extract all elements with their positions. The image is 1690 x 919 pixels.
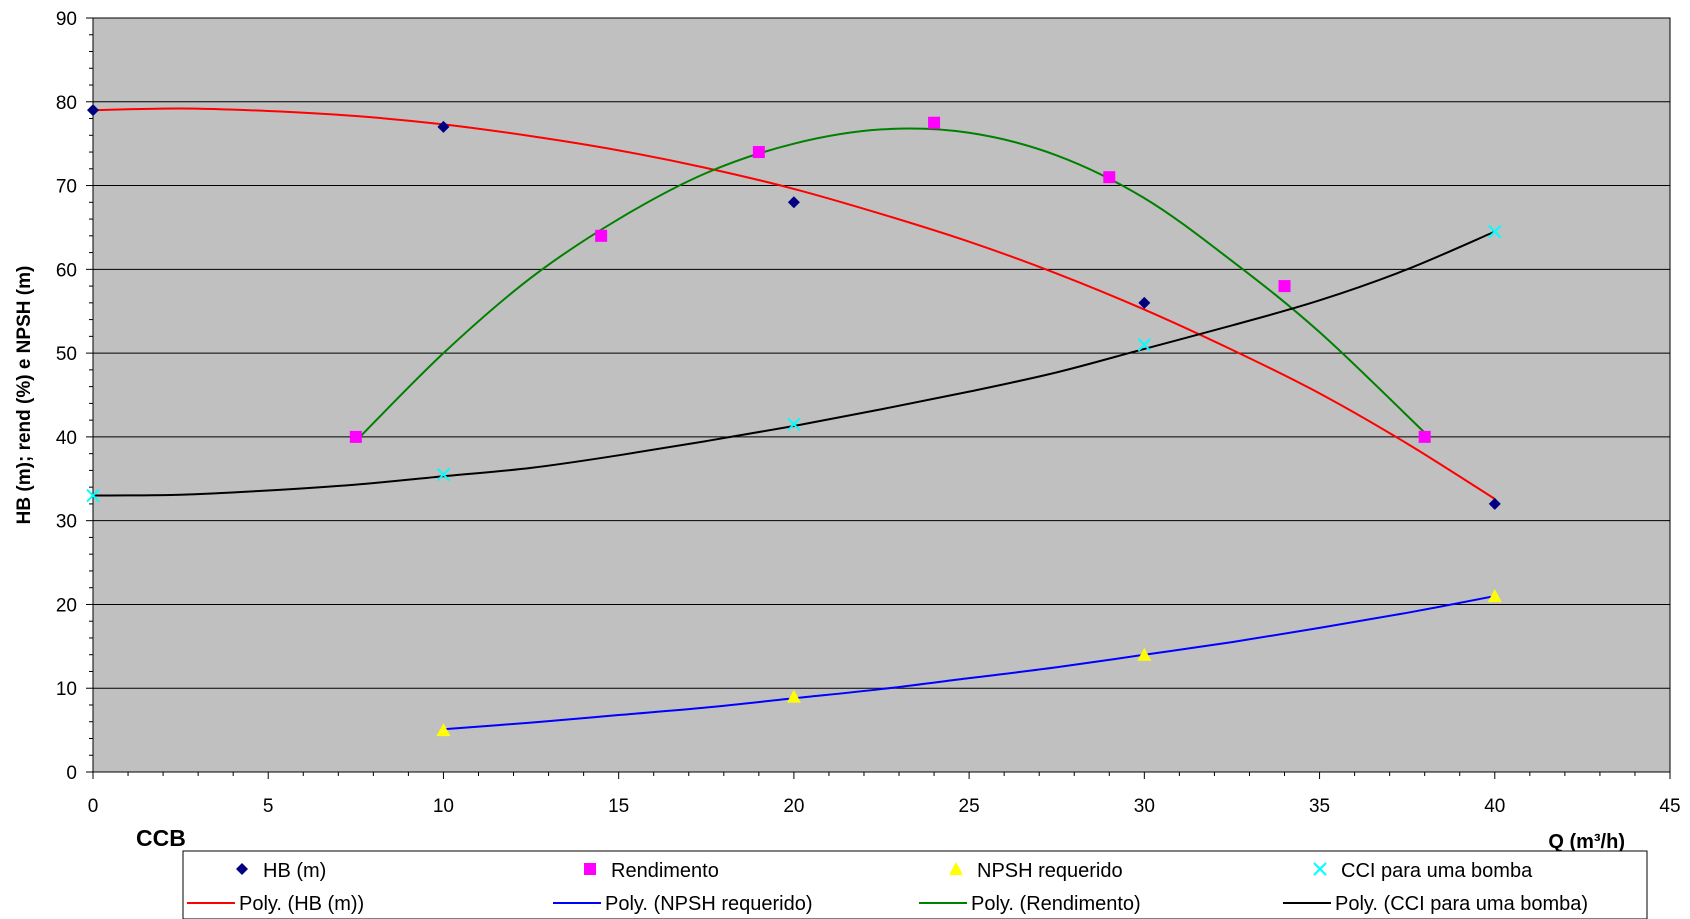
legend-box [182,850,1648,919]
y-tick-label: 50 [56,344,77,365]
x-tick-label: 40 [1484,796,1505,817]
legend-label: NPSH requerido [977,860,1123,882]
x-tick-label: 10 [433,796,454,817]
data-point-x [1488,224,1502,239]
trendline-poly-rendimento [355,127,1426,442]
legend-marker [236,863,248,875]
data-point-square [752,146,765,159]
data-point-square [1103,171,1116,184]
data-point-diamond [437,120,450,133]
y-tick-label: 30 [56,512,77,533]
data-point-x [787,417,801,432]
x-axis-title: Q (m³/h) [1548,831,1625,853]
data-point-square [349,430,362,443]
y-tick-label: 70 [56,177,77,198]
corner-label: CCB [136,825,186,851]
x-tick-label: 0 [88,796,99,817]
y-tick-label: 80 [56,93,77,114]
legend-label: Poly. (Rendimento) [971,893,1141,915]
x-tick-label: 20 [783,796,804,817]
data-point-x [1137,338,1152,352]
legend-label: Poly. (CCI para uma bomba) [1335,893,1588,915]
data-point-square [595,229,608,242]
legend-label: Rendimento [611,860,719,882]
data-point-diamond [1488,497,1501,510]
y-tick-label: 90 [56,9,77,30]
x-tick-label: 5 [263,796,274,817]
x-tick-label: 25 [959,796,980,817]
data-point-triangle [786,689,801,703]
y-axis-title: HB (m); rend (%) e NPSH (m) [14,266,35,525]
data-point-triangle [1487,589,1502,603]
y-tick-label: 60 [56,260,77,281]
data-point-x [436,467,451,482]
y-tick-label: 0 [66,763,77,784]
plot-area [92,17,1671,773]
x-tick-label: 30 [1134,796,1155,817]
data-point-diamond [787,196,800,209]
axes [86,17,1671,779]
y-tick-label: 20 [56,595,77,616]
data-point-square [928,116,941,129]
x-tick-label: 15 [608,796,629,817]
legend-label: Poly. (NPSH requerido) [605,893,812,915]
legend-marker [584,863,596,875]
legend-marker [949,862,963,875]
y-tick-label: 10 [56,679,77,700]
data-points [86,104,1502,737]
legend-label: CCI para uma bomba [1341,860,1533,882]
x-tick-label: 35 [1309,796,1330,817]
data-point-x [86,488,100,503]
y-tick-label: 40 [56,428,77,449]
trendline-poly-hb-m [92,107,1496,500]
legend: HB (m) Rendimento NPSH requerido CCI para u… [182,850,1648,919]
data-point-triangle [1137,647,1152,661]
legend-label: Poly. (HB (m)) [239,893,364,915]
tick-labels: 0 10 20 30 40 50 60 70 80 90 0 5 10 15 20 25 30 35 40 45 [56,9,1681,817]
data-point-diamond [1138,296,1151,309]
trendline-poly-npsh-requerido [443,595,1495,731]
data-point-triangle [436,723,451,737]
data-point-square [1418,430,1431,443]
x-tick-label: 45 [1659,796,1680,817]
trendlines [92,107,1496,731]
legend-label: HB (m) [263,860,326,882]
data-point-diamond [87,104,99,117]
trendline-poly-cci-para-uma-bomba [92,230,1496,497]
legend-marker [1313,862,1327,876]
data-point-square [1278,280,1291,293]
